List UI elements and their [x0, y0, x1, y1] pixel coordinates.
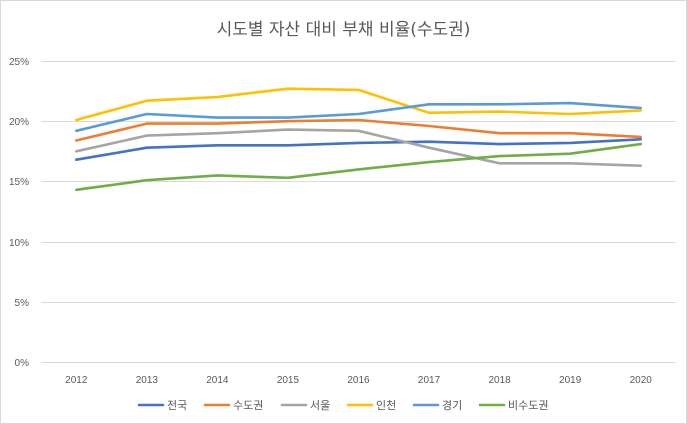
y-tick-label: 25%: [9, 57, 29, 68]
legend-label: 인천: [376, 398, 396, 412]
y-tick-label: 20%: [9, 117, 29, 128]
x-tick-label: 2015: [277, 375, 300, 386]
series-line: [75, 138, 643, 161]
legend-label: 수도권: [233, 399, 263, 412]
chart-title: 시도별 자산 대비 부채 비율(수도권): [216, 20, 471, 40]
y-tick-label: 0%: [15, 358, 30, 369]
x-tick-label: 2017: [418, 375, 441, 386]
y-tick-label: 5%: [15, 298, 30, 309]
series-line: [75, 87, 643, 122]
series-line: [75, 101, 643, 133]
series-line: [75, 128, 643, 167]
x-tick-label: 2018: [488, 375, 511, 386]
y-tick-label: 15%: [9, 177, 29, 188]
legend-label: 서울: [310, 399, 330, 412]
legend-label: 비수도권: [508, 399, 548, 412]
x-tick-label: 2013: [136, 375, 159, 386]
legend-label: 경기: [442, 399, 462, 412]
x-tick-label: 2020: [630, 375, 653, 386]
y-tick-label: 10%: [9, 238, 29, 249]
x-tick-label: 2016: [347, 375, 370, 386]
x-tick-label: 2012: [65, 375, 88, 386]
x-tick-label: 2019: [559, 375, 582, 386]
legend-label: 전국: [167, 399, 187, 412]
series-line: [75, 142, 643, 192]
x-tick-label: 2014: [206, 375, 229, 386]
series-line: [75, 118, 643, 142]
